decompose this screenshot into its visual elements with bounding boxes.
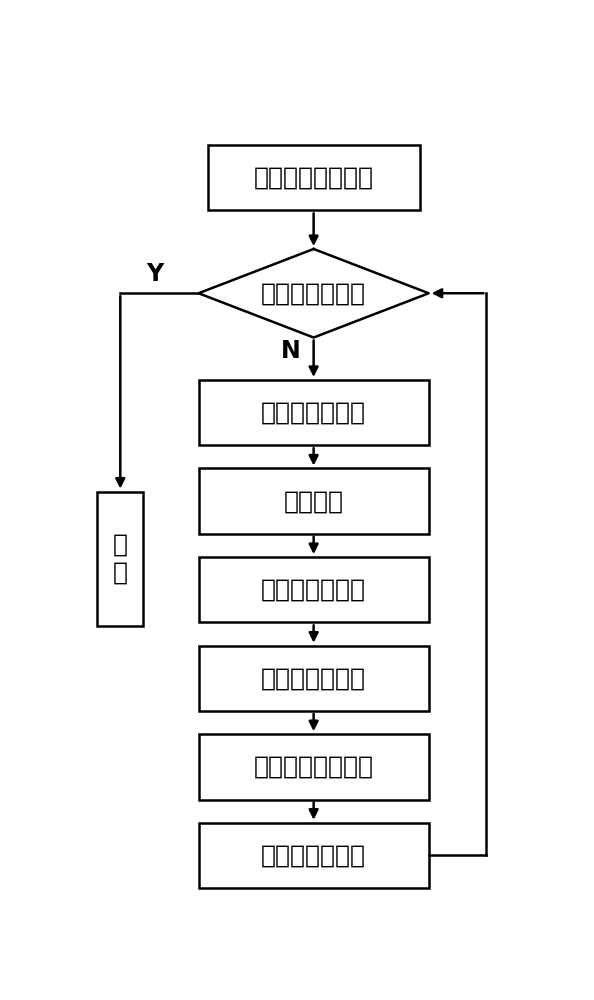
- FancyBboxPatch shape: [198, 646, 429, 711]
- FancyBboxPatch shape: [198, 380, 429, 445]
- Text: 混沌插入算子更新: 混沌插入算子更新: [254, 755, 374, 779]
- Text: 个体适应度计算: 个体适应度计算: [261, 401, 366, 425]
- Text: 自适应变异操作: 自适应变异操作: [261, 666, 366, 690]
- FancyBboxPatch shape: [198, 468, 429, 534]
- Text: Y: Y: [146, 262, 163, 286]
- Text: 选择操作: 选择操作: [283, 489, 344, 513]
- Polygon shape: [198, 249, 429, 338]
- FancyBboxPatch shape: [198, 557, 429, 622]
- Text: 停
止: 停 止: [113, 533, 128, 585]
- FancyBboxPatch shape: [198, 823, 429, 888]
- Text: 随机产生初始种群: 随机产生初始种群: [254, 166, 374, 190]
- Text: 自适应交叉操作: 自适应交叉操作: [261, 578, 366, 602]
- FancyBboxPatch shape: [198, 734, 429, 800]
- Text: N: N: [281, 339, 301, 363]
- FancyBboxPatch shape: [208, 145, 419, 210]
- FancyBboxPatch shape: [97, 492, 143, 626]
- Text: 满足停止准则？: 满足停止准则？: [261, 281, 366, 305]
- Text: 新一代种群产生: 新一代种群产生: [261, 843, 366, 867]
